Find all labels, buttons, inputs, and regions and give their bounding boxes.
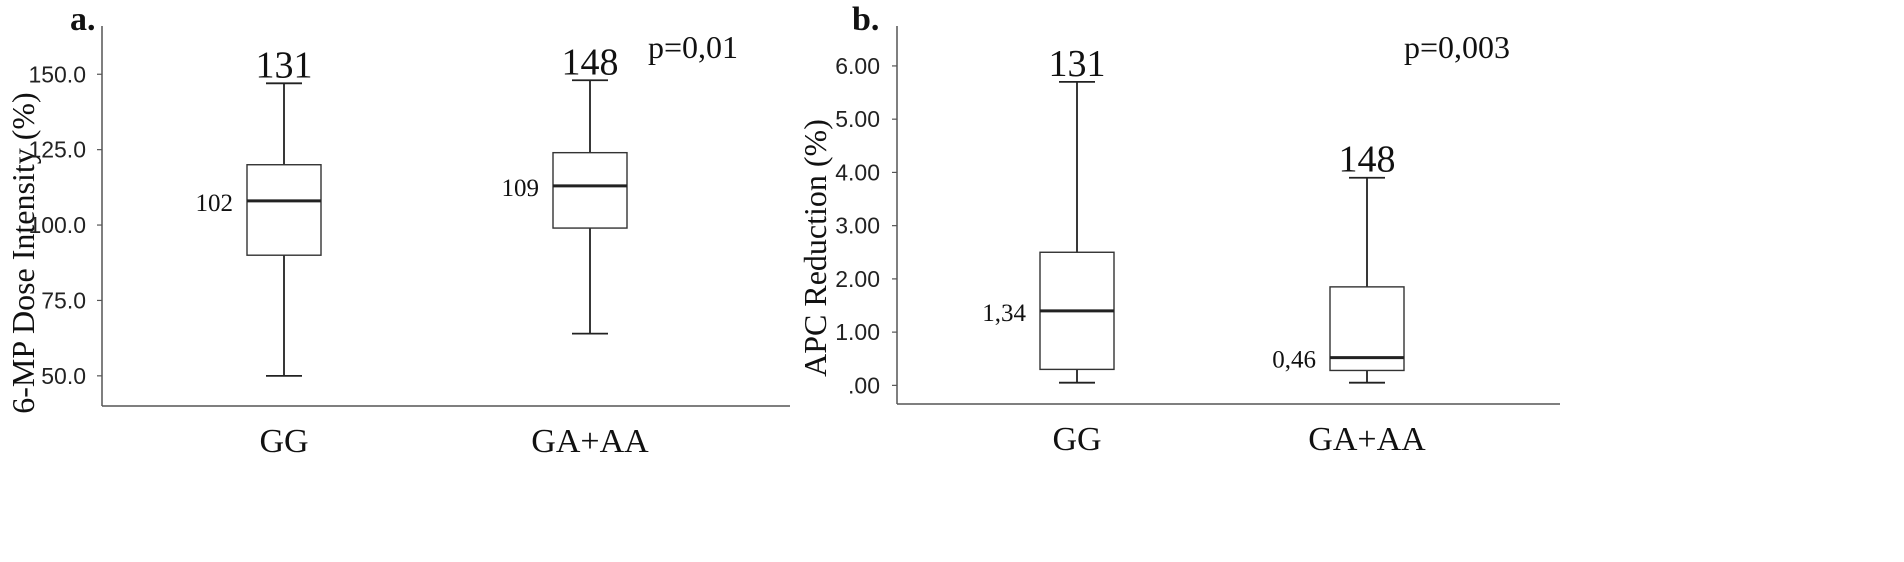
sample-size-label: 131 [1049, 43, 1106, 85]
y-tick-label: 5.00 [835, 106, 880, 132]
panel-a: a. 6-MP Dose Intensity (%) p=0,01 50.0 75… [5, 1, 790, 460]
boxplot-gg: 131 1,34 [982, 43, 1115, 384]
boxplot-ga-aa: 148 109 [502, 41, 628, 335]
panel-b-ylabel: APC Reduction (%) [797, 119, 833, 377]
median-value-label: 102 [196, 190, 234, 217]
panel-b: b. APC Reduction (%) p=0,003 .00 1.00 2.00… [797, 1, 1560, 458]
median-value-label: 1,34 [982, 300, 1026, 327]
panel-b-yticks: .00 1.00 2.00 3.00 4.00 5.00 6.00 [835, 53, 897, 398]
sample-size-label: 131 [256, 44, 313, 86]
y-tick-label: 6.00 [835, 53, 880, 79]
y-tick-label: 125.0 [28, 137, 86, 163]
panel-a-ylabel: 6-MP Dose Intensity (%) [5, 92, 41, 413]
y-tick-label: 3.00 [835, 213, 880, 239]
x-category-label: GA+AA [531, 423, 649, 460]
panel-a-yticks: 50.0 75.0 100.0 125.0 150.0 [28, 61, 102, 389]
y-tick-label: 50.0 [41, 363, 86, 389]
panel-b-label: b. [852, 1, 879, 38]
panel-a-label: a. [70, 1, 96, 38]
sample-size-label: 148 [1339, 139, 1396, 181]
y-tick-label: 150.0 [28, 61, 86, 87]
panel-a-boxplots: 131 102 148 109 [196, 41, 628, 377]
y-tick-label: .00 [848, 372, 880, 398]
median-value-label: 109 [502, 175, 540, 202]
iqr-box [246, 164, 322, 256]
x-category-label: GG [259, 423, 308, 460]
boxplot-ga-aa: 148 0,46 [1272, 139, 1405, 384]
y-tick-label: 100.0 [28, 212, 86, 238]
y-tick-label: 75.0 [41, 287, 86, 313]
y-tick-label: 1.00 [835, 319, 880, 345]
y-tick-label: 2.00 [835, 266, 880, 292]
boxplot-gg: 131 102 [196, 44, 322, 377]
panel-b-categories: GG GA+AA [1052, 421, 1426, 458]
iqr-box [552, 151, 628, 229]
panel-b-p-value: p=0,003 [1404, 29, 1510, 65]
panel-a-p-value: p=0,01 [648, 29, 738, 65]
panel-b-axes [896, 26, 1560, 405]
panel-b-boxplots: 131 1,34 148 0,46 [982, 43, 1405, 384]
panel-a-axes [101, 26, 790, 407]
y-tick-label: 4.00 [835, 159, 880, 185]
x-category-label: GA+AA [1308, 421, 1426, 458]
sample-size-label: 148 [562, 41, 619, 83]
panel-a-categories: GG GA+AA [259, 423, 649, 460]
median-value-label: 0,46 [1272, 347, 1316, 374]
x-category-label: GG [1052, 421, 1101, 458]
